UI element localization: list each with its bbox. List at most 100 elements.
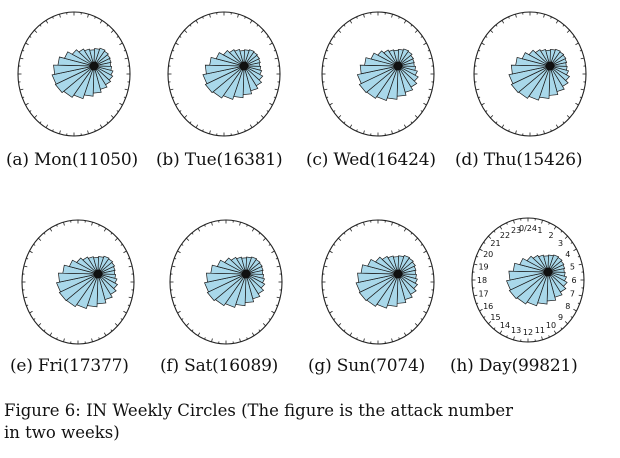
tick-mark [333, 110, 336, 113]
tick-mark [29, 310, 33, 314]
hour-label: 12 [523, 328, 533, 337]
tick-mark [56, 224, 58, 227]
tick-mark [481, 42, 485, 46]
tick-mark [174, 304, 177, 307]
tick-mark [191, 232, 194, 235]
tick-mark [398, 16, 400, 19]
hour-label: 16 [483, 302, 493, 311]
tick-mark [276, 265, 281, 268]
tick-mark [260, 115, 264, 119]
caption-wed: (c) Wed(16424) [306, 150, 436, 170]
hour-label: 4 [565, 250, 570, 259]
tick-mark [403, 228, 407, 232]
tick-mark [323, 57, 328, 60]
tick-mark [506, 222, 508, 225]
tick-mark [495, 24, 498, 27]
tick-mark [94, 16, 96, 19]
hour-label: 8 [565, 302, 570, 311]
tick-mark [572, 35, 575, 38]
tick-mark [195, 20, 199, 24]
tick-mark [186, 323, 190, 327]
tick-mark [476, 302, 479, 305]
tick-mark [356, 224, 358, 227]
tick-mark [99, 124, 103, 128]
tick-mark [110, 115, 114, 119]
tick-mark [560, 230, 563, 233]
tick-mark [204, 337, 206, 340]
tick-mark [475, 88, 480, 91]
tick-mark [269, 42, 273, 46]
tick-mark [343, 232, 346, 235]
tick-mark [573, 248, 577, 252]
tick-mark [420, 243, 423, 246]
tick-mark [515, 130, 517, 134]
tick-mark [495, 121, 498, 124]
tick-mark [410, 329, 413, 332]
tick-mark [391, 338, 393, 342]
tick-mark [39, 24, 42, 27]
rose-hub [93, 269, 103, 279]
tick-mark [211, 222, 213, 226]
caption-tue: (b) Tue(16381) [156, 150, 283, 170]
polar-chart-1 [167, 11, 281, 137]
tick-mark [333, 35, 336, 38]
tick-mark [478, 49, 481, 52]
rose-hub [545, 61, 555, 71]
tick-mark [29, 250, 33, 254]
tick-mark [43, 232, 46, 235]
tick-mark [99, 20, 103, 24]
tick-mark [573, 308, 577, 312]
tick-mark [179, 110, 182, 113]
tick-mark [256, 24, 259, 27]
figure-caption-line2: in two weeks) [4, 423, 120, 442]
tick-mark [19, 88, 24, 91]
tick-mark [106, 121, 109, 124]
tick-mark [34, 29, 38, 33]
tick-mark [258, 329, 261, 332]
hour-wedge [93, 47, 106, 67]
tick-mark [169, 88, 174, 91]
tick-mark [246, 224, 248, 227]
tick-mark [258, 232, 261, 235]
tick-mark [506, 335, 508, 338]
tick-mark [63, 338, 65, 342]
tick-mark [427, 257, 430, 260]
tick-mark [423, 310, 427, 314]
tick-mark [128, 265, 133, 268]
caption-sun: (g) Sun(7074) [308, 356, 426, 376]
tick-mark [562, 24, 565, 27]
tick-mark [391, 222, 393, 226]
tick-mark [103, 228, 107, 232]
hour-label: 10 [546, 321, 556, 330]
tick-mark [273, 49, 276, 52]
tick-mark [181, 318, 184, 321]
tick-mark [211, 338, 213, 342]
tick-mark [555, 124, 559, 128]
caption-day: (h) Day(99821) [450, 356, 578, 376]
tick-mark [356, 337, 358, 340]
tick-mark [49, 332, 53, 336]
tick-mark [124, 88, 129, 91]
polar-chart-0 [17, 11, 131, 137]
tick-mark [493, 327, 496, 330]
tick-mark [427, 96, 430, 99]
tick-mark [45, 20, 49, 24]
tick-mark [271, 310, 275, 314]
tick-mark [564, 321, 568, 325]
hour-label: 0/24 [519, 224, 537, 233]
tick-mark [110, 232, 113, 235]
polar-chart-5 [169, 219, 283, 345]
tick-mark [478, 96, 481, 99]
tick-mark [343, 24, 346, 27]
tick-mark [262, 323, 266, 327]
tick-mark [204, 224, 206, 227]
hour-label: 11 [535, 326, 545, 335]
hour-label: 3 [558, 239, 563, 248]
tick-mark [175, 102, 179, 106]
tick-mark [414, 29, 418, 33]
tick-mark [189, 24, 192, 27]
tick-mark [326, 49, 329, 52]
tick-mark [268, 243, 271, 246]
tick-mark [476, 255, 479, 258]
hour-label: 9 [558, 313, 563, 322]
